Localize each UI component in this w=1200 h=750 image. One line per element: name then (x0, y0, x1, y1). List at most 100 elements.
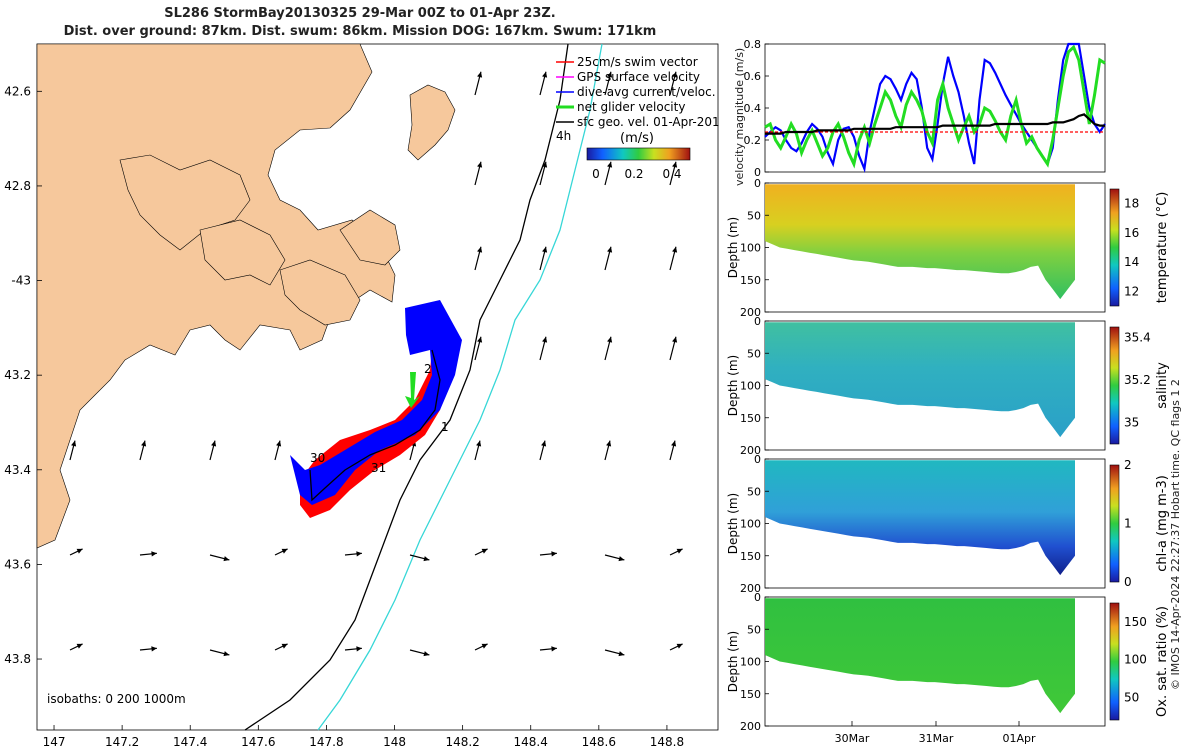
sfc-velocity-arrow (669, 440, 677, 461)
map-y-ticks: 42.6 42.8 -43 43.2 43.4 43.6 43.8 (4, 84, 42, 666)
depth-tick-label: 50 (747, 485, 761, 498)
velocity-frame (764, 43, 1106, 173)
sfc-velocity-arrow (474, 548, 488, 556)
colorbar-tick-chl-a: 2 (1124, 458, 1132, 472)
land-maria-area (119, 154, 251, 251)
sfc-velocity-arrow (669, 336, 678, 361)
sfc-velocity-arrow (139, 551, 157, 557)
heatmap-temperature: 12 14 16 18 temperature (°C) 0 50 100 150 200 Dept… (726, 177, 1170, 319)
sfc-velocity-arrow (669, 161, 678, 186)
heatmap-field-chl-a (765, 460, 1075, 576)
heatmap-salinity: 35 35.2 35.4 salinity 0 50 100 150 200 Depth (m) (726, 315, 1170, 457)
sfc-velocity-arrow (474, 336, 483, 361)
sfc-velocity-arrow (604, 554, 625, 562)
map-colorbar-unit: (m/s) (620, 131, 654, 146)
depth-tick-label: 50 (747, 623, 761, 636)
velocity-line-net (764, 44, 1106, 169)
colorbar-label-temperature: temperature (°C) (1155, 192, 1170, 304)
colorbar-tick-oxygen: 150 (1124, 615, 1147, 629)
colorbar-tick-temperature: 14 (1124, 255, 1139, 269)
map-x-tick-label: 148 (383, 735, 406, 749)
dive-avg-current-fan (290, 300, 462, 505)
colorbar-tick-salinity: 35 (1124, 416, 1139, 430)
colorbar-label-salinity: salinity (1155, 362, 1170, 409)
isobath-note: isobaths: 0 200 1000m (47, 692, 186, 706)
colorbar-tick-temperature: 16 (1124, 226, 1139, 240)
map-x-tick-label: 147 (43, 735, 66, 749)
colorbar-oxygen (1109, 602, 1120, 721)
sfc-velocity-arrow (669, 548, 683, 556)
depth-axis-label: Depth (m) (726, 217, 740, 278)
map-x-tick-label: 148.6 (582, 735, 616, 749)
sfc-velocity-arrow (409, 554, 430, 562)
glider-path (309, 349, 441, 502)
map-panel: 2 1 31 30 147 147.2 147.4 147.6 147.8 148 148.… (4, 43, 720, 749)
depth-tick-label: 200 (740, 444, 761, 457)
sfc-velocity-arrow (604, 336, 613, 361)
colorbar-tick-oxygen: 100 (1124, 653, 1147, 667)
velocity-y-tick-label: 0.2 (744, 134, 762, 147)
track-label-30: 30 (310, 451, 325, 465)
credit-text: © IMOS 14-Apr-2024 22:27:37 Hobart time.… (1169, 379, 1182, 690)
colorbar-tick-salinity: 35.4 (1124, 331, 1151, 345)
velocity-line-sfc (765, 113, 1105, 135)
map-y-tick-label: 43.8 (4, 652, 31, 666)
depth-tick-label: 0 (754, 177, 761, 190)
colorbar-tick-temperature: 18 (1124, 197, 1139, 211)
colorbar-temperature (1109, 188, 1120, 307)
surface-velocity-arrows (69, 71, 683, 657)
legend-swim-label: 25cm/s swim vector (577, 55, 698, 69)
sfc-velocity-arrow (69, 440, 77, 461)
map-y-tick-label: -43 (11, 274, 31, 288)
velocity-y-ticks: 0 0.2 0.4 0.6 0.8 (744, 38, 769, 179)
land-layer (36, 43, 456, 549)
colorbar-tick-chl-a: 1 (1124, 517, 1132, 531)
depth-tick-label: 150 (740, 412, 761, 425)
sfc-velocity-arrow (539, 336, 548, 361)
sfc-velocity-arrow (669, 246, 678, 271)
isobath-1000m (317, 43, 603, 731)
sfc-velocity-arrow (139, 440, 147, 461)
velocity-y-tick-label: 0.8 (744, 38, 762, 51)
colorbar-label-chl-a: chl-a (mg m-3) (1155, 475, 1170, 572)
sfc-velocity-arrow (69, 643, 83, 651)
colorbar-chl-a (1109, 464, 1120, 583)
land-south-arm (199, 219, 286, 286)
depth-tick-label: 100 (740, 518, 761, 531)
sfc-velocity-arrow (274, 440, 282, 461)
sfc-velocity-arrow (474, 161, 483, 186)
map-x-tick-label: 147.4 (173, 735, 207, 749)
depth-axis-label: Depth (m) (726, 493, 740, 554)
sfc-velocity-arrow (474, 246, 483, 271)
colorbar-tick-salinity: 35.2 (1124, 373, 1151, 387)
legend-sfc-label: sfc geo. vel. 01-Apr-2013 (577, 115, 720, 129)
legend-gps-label: GPS surface velocity (577, 70, 700, 84)
heatmap-field-temperature (765, 184, 1075, 300)
map-y-tick-label: 43.2 (4, 368, 31, 382)
sfc-velocity-arrow (539, 551, 557, 557)
map-x-tick-label: 147.6 (241, 735, 275, 749)
heatmap-chl-a: 0 1 2 chl-a (mg m-3) 0 50 100 150 200 Depth (m) (726, 453, 1170, 595)
time-tick-label: 31Mar (919, 732, 954, 745)
map-x-ticks: 147 147.2 147.4 147.6 147.8 148 148.2 148.4 148.… (43, 725, 684, 749)
depth-tick-label: 150 (740, 550, 761, 563)
time-axis-ticks: 30Mar 31Mar 01Apr (835, 721, 1036, 745)
colorbar-tick-oxygen: 50 (1124, 690, 1139, 704)
sfc-velocity-arrow (539, 161, 548, 186)
sfc-velocity-arrow (604, 71, 613, 96)
depth-tick-label: 200 (740, 306, 761, 319)
depth-tick-label: 150 (740, 274, 761, 287)
sfc-velocity-arrow (474, 440, 482, 461)
map-y-tick-label: 42.6 (4, 84, 31, 98)
depth-tick-label: 150 (740, 688, 761, 701)
track-label-2: 2 (424, 362, 432, 376)
velocity-panel: 0 0.2 0.4 0.6 0.8 (744, 38, 1106, 179)
heatmap-oxygen: 50 100 150 Ox. sat. ratio (%) 0 50 100 150 200 De… (726, 591, 1170, 733)
sfc-velocity-arrow (539, 440, 547, 461)
velocity-series (764, 42, 1106, 173)
colorbar-tick-chl-a: 0 (1124, 575, 1132, 589)
sfc-velocity-arrow (474, 643, 488, 651)
sfc-velocity-arrow (669, 71, 678, 96)
sfc-velocity-arrow (604, 246, 613, 271)
sfc-velocity-arrow (474, 71, 483, 96)
